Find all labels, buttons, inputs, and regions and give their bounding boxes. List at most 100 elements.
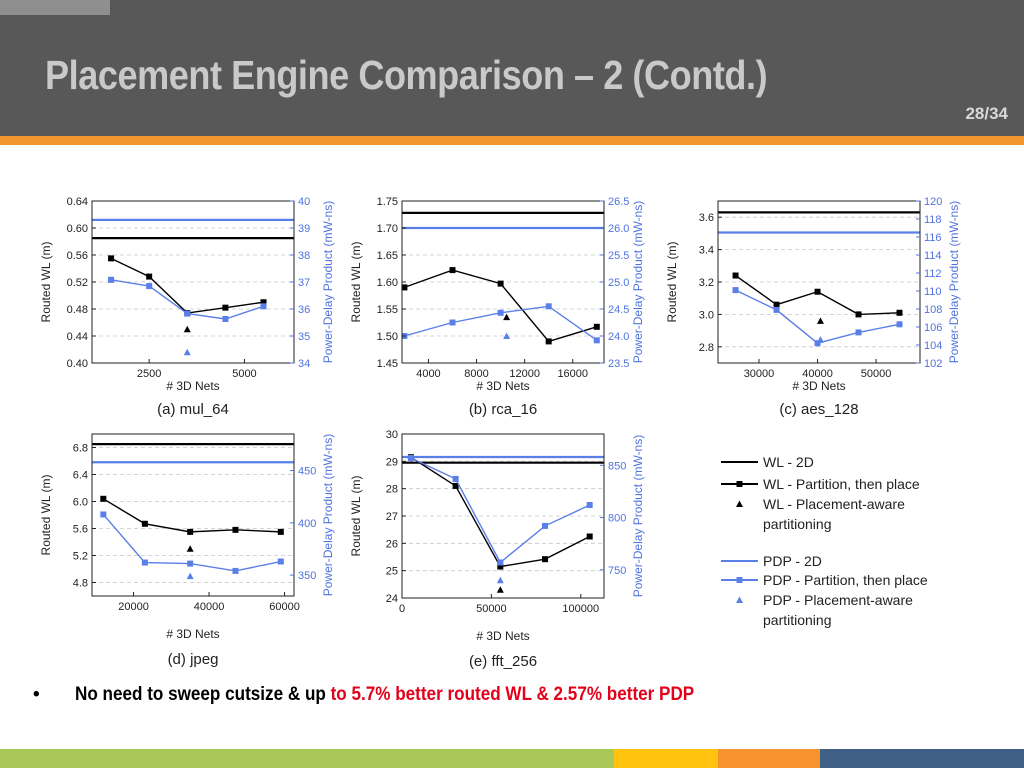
x-tick-label: 16000 <box>557 368 588 380</box>
wl-partition-point <box>449 267 456 274</box>
y2-tick-label: 25.5 <box>608 250 629 262</box>
wl-partition-point <box>732 272 739 279</box>
footer-bar <box>0 749 1024 768</box>
y2-tick-label: 24.5 <box>608 304 629 316</box>
pdp-partition-point <box>277 558 284 565</box>
pdp-partition-point <box>896 321 903 328</box>
y-axis-title: Routed WL (m) <box>39 242 53 323</box>
y-axis-title: Routed WL (m) <box>349 242 363 323</box>
wl-partition-point <box>545 338 552 345</box>
y2-tick-label: 114 <box>924 250 942 262</box>
y2-tick-label: 112 <box>924 268 942 280</box>
wl-partition-point <box>896 309 903 316</box>
wl-aware-point <box>186 545 194 552</box>
pdp-partition-point <box>100 511 107 518</box>
y-tick-label: 5.6 <box>73 524 88 536</box>
x-tick-label: 12000 <box>509 368 540 380</box>
bullet-marker: • <box>33 684 40 705</box>
pdp-partition-point <box>586 502 593 509</box>
y-axis-title: Routed WL (m) <box>349 476 363 557</box>
pdp-partition-point <box>141 559 148 566</box>
legend-label: WL - Placement-aware <box>763 496 905 512</box>
bullet-text: No need to sweep cutsize & up to 5.7% be… <box>75 684 694 706</box>
y-tick-label: 0.56 <box>67 250 88 262</box>
pdp-partition-point <box>452 475 459 482</box>
pdp-partition-point <box>222 315 229 322</box>
wl-partition-point <box>586 533 593 540</box>
y-tick-label: 4.8 <box>73 578 88 590</box>
pdp-partition-point <box>855 329 862 336</box>
legend-swatch-square <box>736 481 743 487</box>
plot-frame <box>91 433 295 597</box>
wl-partition-line <box>410 456 591 568</box>
y-tick-label: 28 <box>386 484 398 496</box>
wl-aware-point <box>816 317 824 324</box>
wl-partition-point <box>100 495 107 502</box>
y2-tick-label: 26.0 <box>608 223 629 235</box>
y2-tick-label: 350 <box>298 570 316 582</box>
pdp-aware-point <box>183 348 191 356</box>
x-axis-title: # 3D Nets <box>792 379 845 393</box>
wl-partition-point <box>855 311 862 318</box>
pdp-partition-point <box>184 310 191 317</box>
pdp-partition-point <box>497 559 504 566</box>
x-tick-label: 60000 <box>269 601 300 613</box>
y-tick-label: 3.6 <box>699 212 714 224</box>
wl-aware-point <box>503 313 511 321</box>
legend-swatch-triangle <box>736 596 743 603</box>
pdp-partition-point <box>773 306 780 313</box>
wl-aware-point <box>183 325 191 333</box>
y2-axis-title: Power-Delay Product (mW-ns) <box>631 435 645 597</box>
y-tick-label: 0.40 <box>67 358 88 370</box>
chart-caption: (d) jpeg <box>168 651 219 668</box>
y-axis-title: Routed WL (m) <box>39 475 53 556</box>
wl-partition-point <box>232 526 239 533</box>
wl-partition-point <box>452 482 459 489</box>
legend-swatch-triangle <box>736 500 743 507</box>
pdp-partition-point <box>542 522 549 529</box>
pdp-partition-point <box>232 567 239 574</box>
wl-partition-point <box>141 520 148 527</box>
y-tick-label: 0.64 <box>67 196 88 208</box>
y-tick-label: 29 <box>386 456 398 468</box>
y-tick-label: 30 <box>386 429 398 441</box>
y2-tick-label: 750 <box>608 565 626 577</box>
x-tick-label: 50000 <box>861 368 892 380</box>
x-tick-label: 5000 <box>232 368 256 380</box>
y-tick-label: 1.65 <box>377 250 398 262</box>
pdp-partition-point <box>732 287 739 294</box>
wl-partition-point <box>146 273 153 280</box>
slide-title: Placement Engine Comparison – 2 (Contd.) <box>45 52 768 98</box>
y-tick-label: 3.2 <box>699 277 714 289</box>
y-tick-label: 24 <box>386 593 398 605</box>
pdp-aware-point <box>503 332 511 339</box>
y2-tick-label: 108 <box>924 304 942 316</box>
pdp-aware-point <box>496 576 504 584</box>
y-tick-label: 0.60 <box>67 223 88 235</box>
chart-caption: (e) fft_256 <box>469 653 537 670</box>
y2-tick-label: 26.5 <box>608 196 629 208</box>
x-tick-label: 0 <box>399 603 405 615</box>
x-tick-label: 100000 <box>562 603 599 615</box>
pdp-partition-point <box>545 303 552 310</box>
y2-tick-label: 24.0 <box>608 331 629 343</box>
pdp-partition-point <box>497 309 504 316</box>
y-tick-label: 0.48 <box>67 304 88 316</box>
chart-caption: (b) rca_16 <box>469 401 537 418</box>
wl-partition-line <box>102 498 281 533</box>
x-tick-label: 2500 <box>137 368 161 380</box>
pdp-partition-line <box>735 289 900 344</box>
x-axis-title: # 3D Nets <box>166 379 219 393</box>
page-number: 28/34 <box>965 104 1008 123</box>
wl-partition-line <box>110 257 264 314</box>
x-axis-title: # 3D Nets <box>166 627 219 641</box>
legend-label: PDP - Placement-aware <box>763 592 913 608</box>
pdp-partition-point <box>814 340 821 347</box>
x-tick-label: 50000 <box>476 603 507 615</box>
y2-tick-label: 850 <box>608 460 626 472</box>
pdp-aware-point <box>816 336 824 343</box>
y-tick-label: 3.0 <box>699 309 714 321</box>
y-tick-label: 2.8 <box>699 342 714 354</box>
chart-panel-1: 0.40 0.44 0.48 0.52 0.56 0.60 0.64 34 35 36 37 38 39… <box>39 196 335 418</box>
